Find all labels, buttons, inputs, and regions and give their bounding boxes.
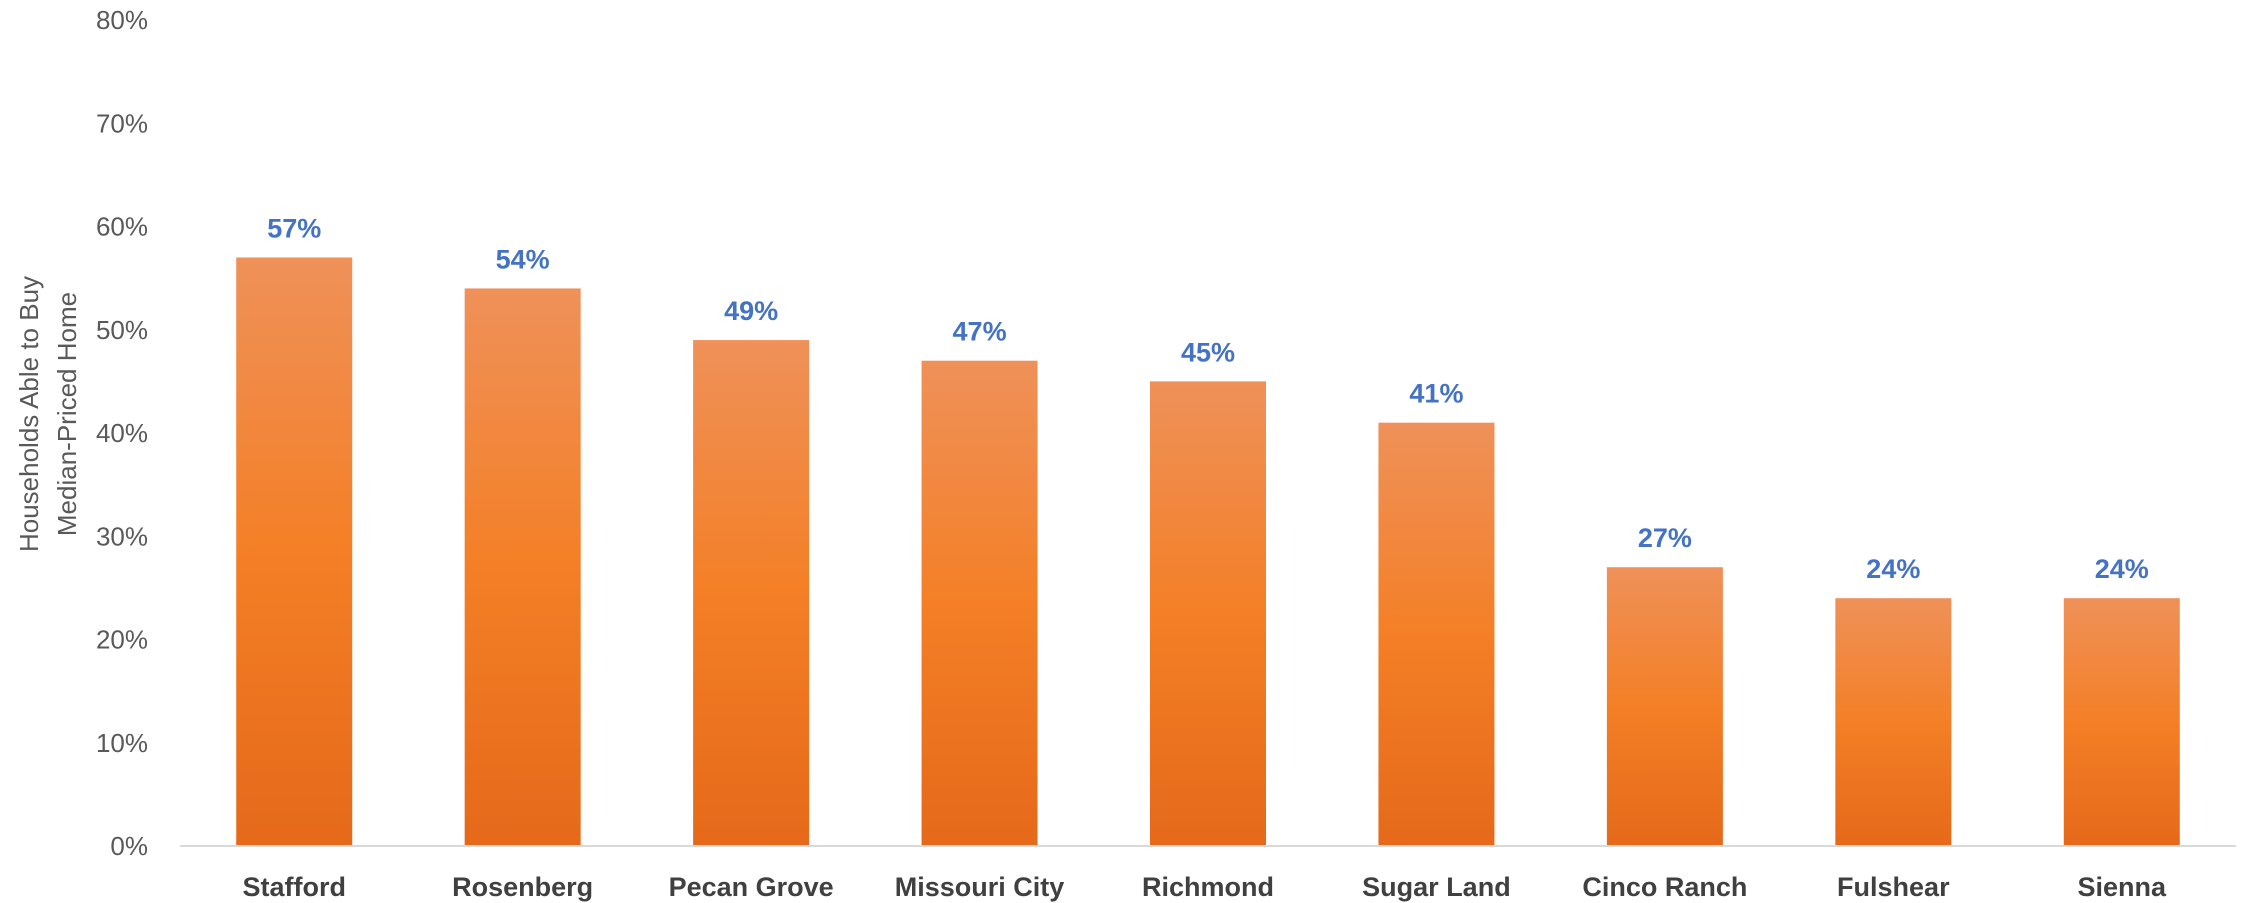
category-label: Missouri City (895, 872, 1065, 902)
bar-data-label: 57% (267, 213, 321, 243)
data-labels: 57% 54% 49% 47% 45% 41% 27% 24% 24% (267, 213, 2149, 584)
bar (1835, 598, 1952, 846)
category-labels: Stafford Rosenberg Pecan Grove Missouri Cit… (242, 872, 2167, 902)
category-label: Sienna (2078, 872, 2168, 902)
bar (236, 257, 353, 847)
bar (464, 288, 581, 846)
bar-data-label: 45% (1181, 337, 1235, 367)
category-label: Cinco Ranch (1582, 872, 1747, 902)
bar (693, 340, 810, 846)
category-label: Fulshear (1837, 872, 1950, 902)
category-label: Rosenberg (452, 872, 593, 902)
bar-data-label: 24% (2095, 554, 2149, 584)
bar (2063, 598, 2180, 846)
y-tick-label: 30% (96, 521, 148, 551)
bar-data-label: 24% (1866, 554, 1920, 584)
bar-data-label: 54% (496, 244, 550, 274)
category-label: Richmond (1142, 872, 1274, 902)
bar (1150, 381, 1266, 846)
y-axis-ticks: 0% 10% 20% 30% 40% 50% 60% 70% 80% (96, 5, 148, 861)
y-axis-title-line-2: Median-Priced Home (52, 292, 82, 536)
category-label: Pecan Grove (669, 872, 834, 902)
y-axis-title-line-1: Households Able to Buy (14, 276, 44, 552)
bar (1606, 567, 1723, 846)
bar-data-label: 27% (1638, 523, 1692, 553)
category-label: Stafford (242, 872, 346, 902)
bar-data-label: 49% (724, 296, 778, 326)
y-tick-label: 10% (96, 728, 148, 758)
y-tick-label: 0% (110, 831, 148, 861)
y-axis-title: Households Able to Buy Median-Priced Hom… (14, 276, 82, 552)
y-tick-label: 50% (96, 315, 148, 345)
bar (1378, 422, 1495, 846)
category-label: Sugar Land (1362, 872, 1511, 902)
y-tick-label: 70% (96, 108, 148, 138)
bar (921, 360, 1038, 846)
bar-data-label: 47% (953, 317, 1007, 347)
bar-data-label: 41% (1409, 379, 1463, 409)
y-tick-label: 80% (96, 5, 148, 35)
bars (236, 257, 2180, 847)
y-tick-label: 40% (96, 418, 148, 448)
y-tick-label: 60% (96, 212, 148, 242)
y-tick-label: 20% (96, 625, 148, 655)
